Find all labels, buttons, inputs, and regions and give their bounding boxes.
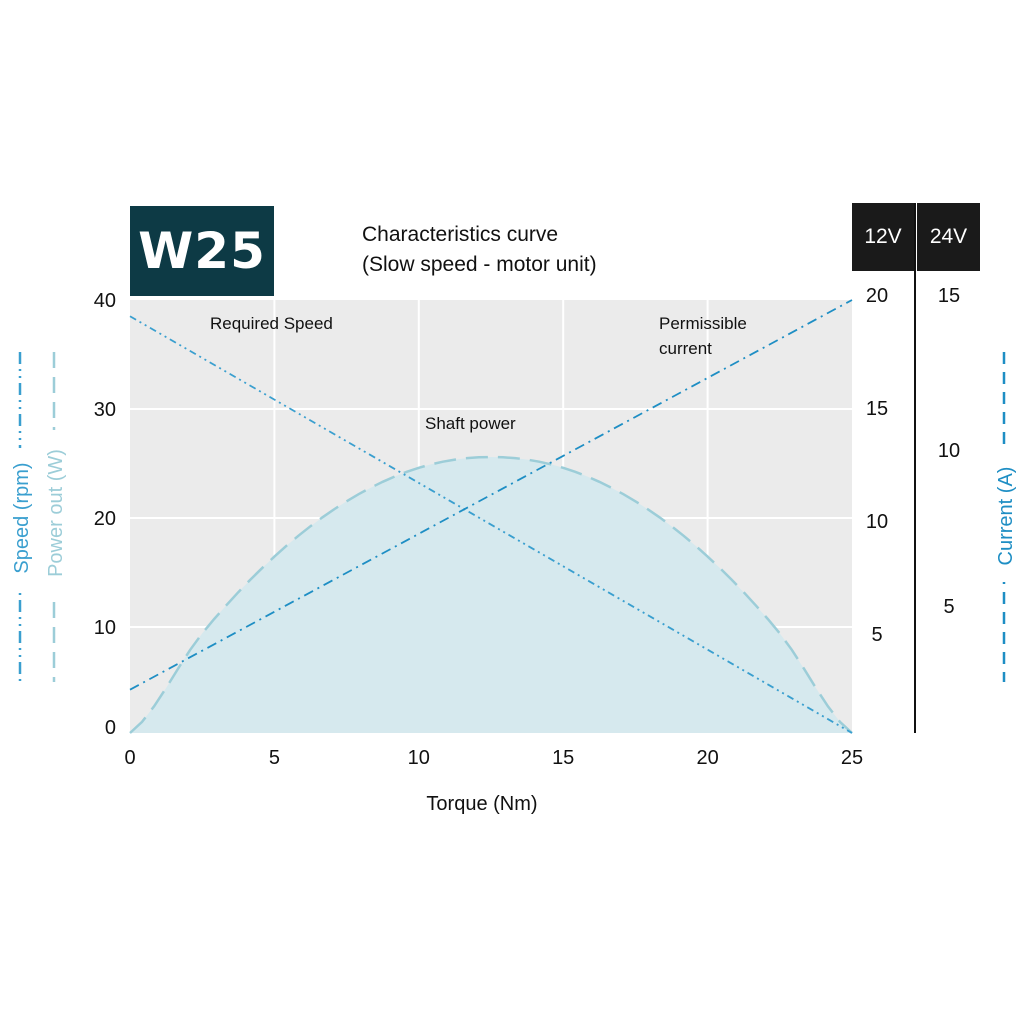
shaft-power-fill (130, 457, 852, 733)
x-axis-ticks: 0 5 10 15 20 25 (124, 747, 863, 769)
annotation-permissible: Permissible (659, 314, 747, 333)
shaft-power-curve (129, 455, 853, 734)
right-12v-tick-label: 15 (866, 398, 888, 420)
chart-title: Characteristics curve (Slow speed - moto… (362, 220, 597, 280)
x-tick-label: 25 (841, 747, 863, 769)
voltage-header-24v: 24V (917, 203, 980, 271)
right-axis-24v-ticks: 5 10 15 (938, 285, 960, 618)
x-tick-label: 10 (408, 747, 430, 769)
speed-label-mask (8, 448, 34, 588)
speed-axis-label: Speed (rpm) (11, 462, 33, 573)
voltage-header-12v: 12V (852, 203, 914, 271)
annotation-current: current (659, 339, 712, 358)
right-24v-tick-label: 15 (938, 285, 960, 307)
current-label-mask (990, 450, 1018, 582)
left-tick-label: 20 (94, 508, 116, 530)
x-tick-label: 0 (124, 747, 135, 769)
left-tick-label: 30 (94, 399, 116, 421)
x-tick-label: 15 (552, 747, 574, 769)
right-axis-12v-ticks: 5 10 15 20 (852, 285, 888, 646)
right-24v-tick-label: 5 (943, 596, 954, 618)
right-24v-tick-label: 10 (938, 440, 960, 462)
chart-title-line1: Characteristics curve (362, 223, 559, 246)
right-12v-tick-label: 20 (866, 285, 888, 307)
left-tick-label: 40 (94, 290, 116, 312)
right-12v-tick-label: 10 (866, 511, 888, 533)
model-badge: W25 (130, 206, 274, 296)
left-tick-label: 0 (105, 717, 116, 739)
permissible-current-line (129, 299, 853, 691)
annotation-shaft-power: Shaft power (425, 414, 516, 433)
x-tick-label: 5 (269, 747, 280, 769)
left-tick-label: 10 (94, 617, 116, 639)
power-label-mask (42, 430, 68, 598)
x-axis-label: Torque (Nm) (426, 793, 537, 815)
required-speed-line (129, 315, 853, 734)
x-tick-label: 20 (696, 747, 718, 769)
power-axis-label: Power out (W) (45, 449, 67, 577)
left-axis-ticks: 0 10 20 30 40 (94, 290, 116, 739)
right-12v-tick-label: 5 (871, 624, 882, 646)
annotation-required-speed: Required Speed (210, 314, 333, 333)
chart-title-line2: (Slow speed - motor unit) (362, 253, 597, 276)
current-axis-label: Current (A) (995, 467, 1017, 566)
